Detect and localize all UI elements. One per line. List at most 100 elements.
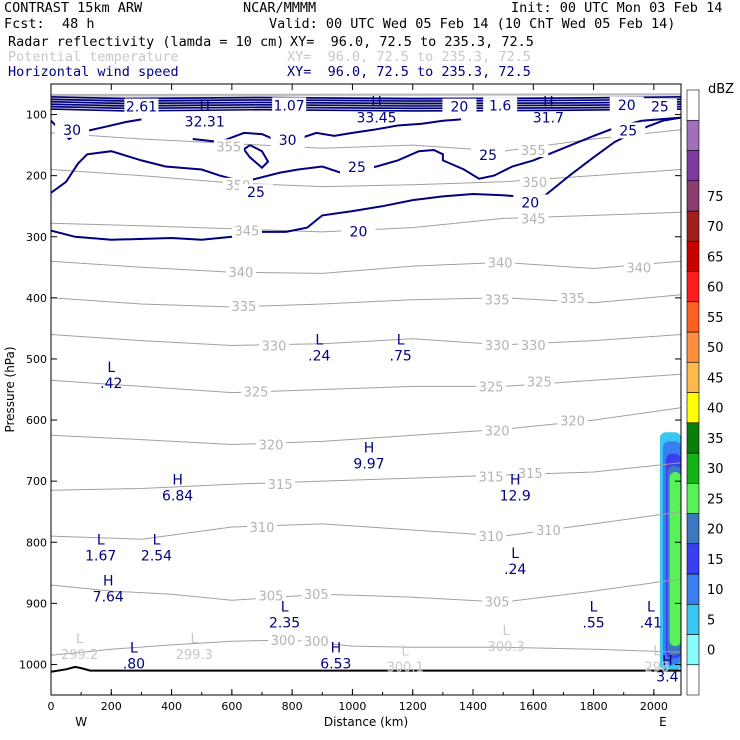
x-tick-label: 600 [221,700,242,713]
legend-level-label: 25 [707,492,724,507]
wind-contour-30 [242,144,270,170]
wind-extremum-type: H [543,94,554,110]
legend-level-label: 75 [707,190,724,205]
potential-temperature-layer [51,93,681,656]
theta-label-bg [231,223,262,238]
wind-top-jet-line [51,98,681,102]
theta-contour-label: 325 [527,376,552,391]
wind-contour-label: 1.6 [489,98,511,114]
wind-label-bg [611,122,646,139]
theta-label-bg [256,437,287,452]
theta-label-bg [518,337,549,352]
theta-contour-label: 320 [560,415,585,430]
wind-extremum-value: 1.67 [85,548,116,564]
theta-contour-label: 300 [304,635,329,650]
wind-contour-20 [51,116,681,241]
theta-contour-label: 310 [479,530,504,545]
legend-swatch [686,603,700,635]
y-tick-label: 600 [26,414,47,427]
legend-level-label: 0 [707,644,715,659]
theta-contour-label: 315 [518,467,543,482]
theta-label-bg [476,379,507,394]
x-tick-label: 0 [48,700,55,713]
theta-contour-300 [51,639,681,656]
wind-extremum-value: .41 [640,616,662,632]
wind-label-bg [55,121,90,138]
theta-label-bg [557,290,588,305]
theta-label-bg [482,292,513,307]
wind-extremum-type: H [510,472,521,488]
theta-contour-label: 325 [244,385,269,400]
wind-extremum-value: 32.31 [185,115,225,131]
wind-contour-label: 2.61 [126,100,157,116]
wind-contour-label: 20 [618,98,636,114]
theta-label-bg [518,142,549,157]
wind-label-bg [471,146,506,163]
theta-label-bg [240,384,271,399]
wind-top-jet-line [51,103,681,107]
theta-contour-label: 335 [485,294,510,309]
wind-extremum-value: 3.4 [656,669,678,685]
theta-contour-label: 325 [479,380,504,395]
theta-contour-310 [51,511,681,540]
legend-swatch [686,119,700,151]
wind-contour-label: 25 [348,160,366,176]
legend-swatch [686,573,700,605]
legend-swatch [686,452,700,484]
field-theta-xy: XY= 96.0, 72.5 to 235.3, 72.5 [287,49,531,65]
x-tick-label: 400 [161,700,182,713]
theta-label-bg [518,211,549,226]
wind-speed-layer [51,96,681,241]
wind-contour-label: 20 [350,224,368,240]
legend-level-label: 10 [707,583,724,598]
theta-contour-label: 300 [271,634,296,649]
wind-top-jet-line [51,105,681,110]
wind-label-bg [609,96,644,113]
wind-extremum-type: H [371,94,382,110]
theta-contour-label: 310 [250,521,275,536]
legend-swatch [686,301,700,333]
theta-label-bg [247,519,278,534]
wind-label-bg [272,97,307,114]
theta-label-bg [533,523,564,538]
wind-extremum-value: 6.84 [162,488,193,504]
legend-swatch [686,422,700,454]
theta-label-bg [482,594,513,609]
theta-contour-label: 330 [521,339,546,354]
wind-top-jet-line [51,108,681,112]
theta-extremum-type: L [402,644,410,659]
east-end-label: E [659,715,667,729]
x-tick-label: 1200 [399,700,427,713]
wind-extremum-type: H [103,573,114,589]
theta-label-bg [519,174,550,189]
theta-contour-label: 330 [262,340,287,355]
legend-level-label: 5 [707,613,715,628]
y-tick-label: 400 [26,292,47,305]
wind-contour-label: 1.07 [274,98,305,114]
legend-level-label: 30 [707,462,724,477]
legend-level-label: 55 [707,311,724,326]
legend-unit-label: dBZ [708,82,734,97]
x-tick-label: 1000 [338,700,366,713]
theta-label-bg [623,260,654,275]
wind-extremum-value: 6.53 [320,657,351,673]
theta-top-band-line [51,93,681,97]
y-tick-label: 200 [26,170,47,183]
theta-extremum-type: L [191,632,199,647]
theta-contour-350 [51,169,681,188]
wind-extremum-type: H [331,641,342,657]
forecast-label: Fcst: [4,16,45,32]
x-tick-label: 200 [101,700,122,713]
wind-extremum-value: 7.64 [93,589,124,605]
theta-contour-label: 355 [521,144,546,159]
theta-extremum-value: 298 [644,660,669,675]
theta-extremum-type: L [653,644,661,659]
wind-label-bg [238,184,273,201]
theta-label-bg [485,255,516,270]
legend-swatch [686,271,700,303]
wind-extremum-type: L [511,546,519,562]
theta-contour-label: 305 [304,588,329,603]
theta-contour-label: 315 [479,470,504,485]
wind-contour-label: 20 [451,100,469,116]
y-tick-label: 1000 [19,658,47,671]
